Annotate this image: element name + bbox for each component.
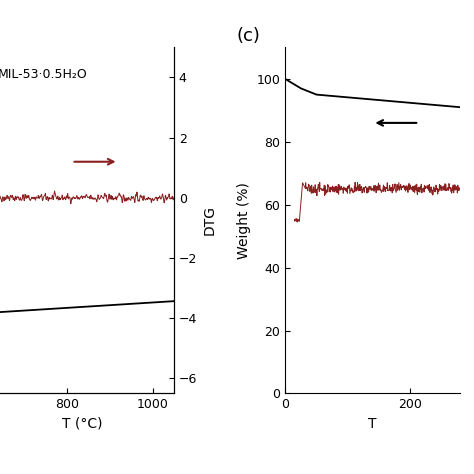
- Y-axis label: DTG: DTG: [203, 205, 217, 236]
- X-axis label: T (°C): T (°C): [62, 417, 102, 431]
- Text: MIL-53·0.5H₂O: MIL-53·0.5H₂O: [0, 68, 88, 81]
- X-axis label: T: T: [368, 417, 377, 431]
- Y-axis label: Weight (%): Weight (%): [237, 182, 251, 259]
- Text: (c): (c): [236, 27, 260, 45]
